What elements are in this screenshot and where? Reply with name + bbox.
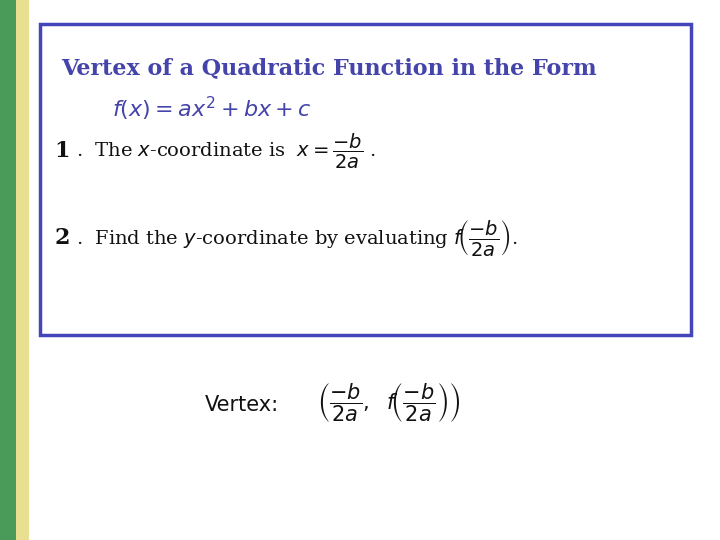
Text: .  The $x$-coordinate is  $x = \dfrac{-b}{2a}$ .: . The $x$-coordinate is $x = \dfrac{-b}{… [76, 132, 376, 171]
Bar [0, 0, 16, 540]
Text: $\left(\dfrac{-b}{2a},\ \ f\!\left(\dfrac{-b}{2a}\right)\right)$: $\left(\dfrac{-b}{2a},\ \ f\!\left(\dfra… [317, 381, 461, 424]
Text: Vertex:: Vertex: [205, 395, 279, 415]
Bar [16, 0, 29, 540]
Text: 2: 2 [54, 227, 70, 248]
Text: $f(x) = ax^2 + bx + c$: $f(x) = ax^2 + bx + c$ [112, 94, 312, 123]
Text: .  Find the $y$-coordinate by evaluating $f\!\left(\dfrac{-b}{2a}\right)$.: . Find the $y$-coordinate by evaluating … [76, 218, 517, 258]
Text: Vertex of a Quadratic Function in the Form: Vertex of a Quadratic Function in the Fo… [61, 57, 597, 79]
Text: 1: 1 [54, 140, 70, 162]
FancyBboxPatch shape [40, 24, 691, 335]
